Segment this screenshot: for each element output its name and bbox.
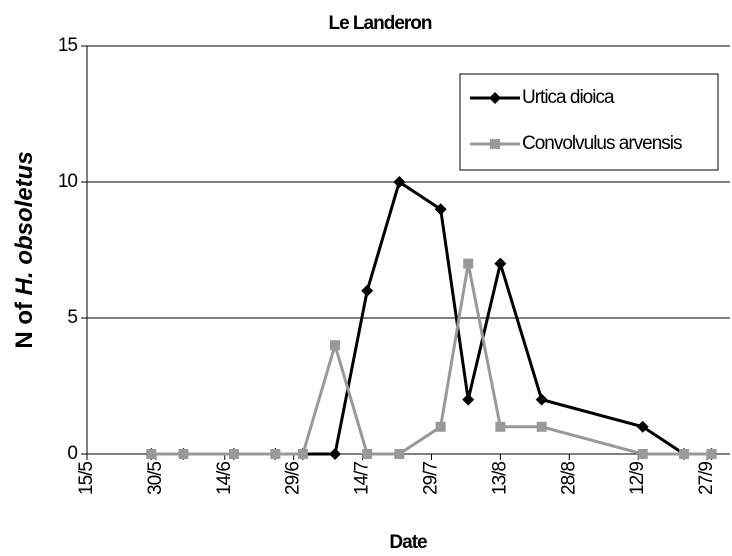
x-tick-label: 13/8 — [489, 462, 510, 495]
marker — [535, 393, 548, 406]
y-tick-label: 10 — [58, 171, 78, 192]
series-line — [151, 263, 712, 456]
y-tick-label: 0 — [67, 443, 77, 464]
marker — [330, 340, 341, 351]
marker — [228, 449, 239, 459]
y-tick-label: 15 — [58, 35, 78, 56]
marker — [495, 421, 506, 432]
x-tick-label: 12/9 — [627, 462, 648, 495]
marker — [494, 257, 507, 270]
y-label-part: H. obsoletus — [11, 151, 38, 295]
marker — [463, 258, 474, 269]
marker — [270, 449, 281, 459]
marker — [462, 393, 475, 406]
x-tick-label: 14/7 — [352, 462, 373, 495]
x-tick-label: 14/6 — [214, 462, 235, 495]
marker — [706, 449, 717, 459]
marker — [536, 421, 547, 432]
marker — [393, 176, 406, 188]
x-tick-label: 15/5 — [76, 462, 97, 495]
x-axis-label: Date — [389, 532, 427, 553]
marker — [637, 449, 648, 459]
marker — [297, 449, 308, 459]
marker — [434, 203, 447, 216]
marker — [489, 92, 501, 104]
marker — [636, 420, 649, 433]
marker — [146, 449, 157, 459]
x-tick-label: 28/8 — [558, 462, 579, 495]
marker — [490, 139, 500, 149]
x-tick-label: 30/5 — [145, 462, 166, 495]
chart-title: Le Landeron — [328, 13, 431, 34]
x-tick-label: 29/7 — [420, 462, 441, 495]
marker — [394, 449, 405, 459]
x-tick-label: 27/9 — [696, 462, 717, 495]
marker — [329, 448, 342, 460]
marker — [679, 449, 690, 459]
legend-label: Convolvulus arvensis — [522, 133, 682, 154]
marker — [435, 421, 446, 432]
marker — [361, 284, 374, 297]
marker — [362, 449, 373, 459]
marker — [178, 449, 189, 459]
y-tick-label: 5 — [67, 307, 77, 328]
legend-box — [459, 73, 719, 171]
legend-label: Urtica dioica — [522, 87, 615, 108]
y-axis-label: N of H. obsoletus — [11, 151, 38, 348]
x-tick-label: 29/6 — [283, 462, 304, 495]
y-label-part: N of — [11, 295, 38, 348]
